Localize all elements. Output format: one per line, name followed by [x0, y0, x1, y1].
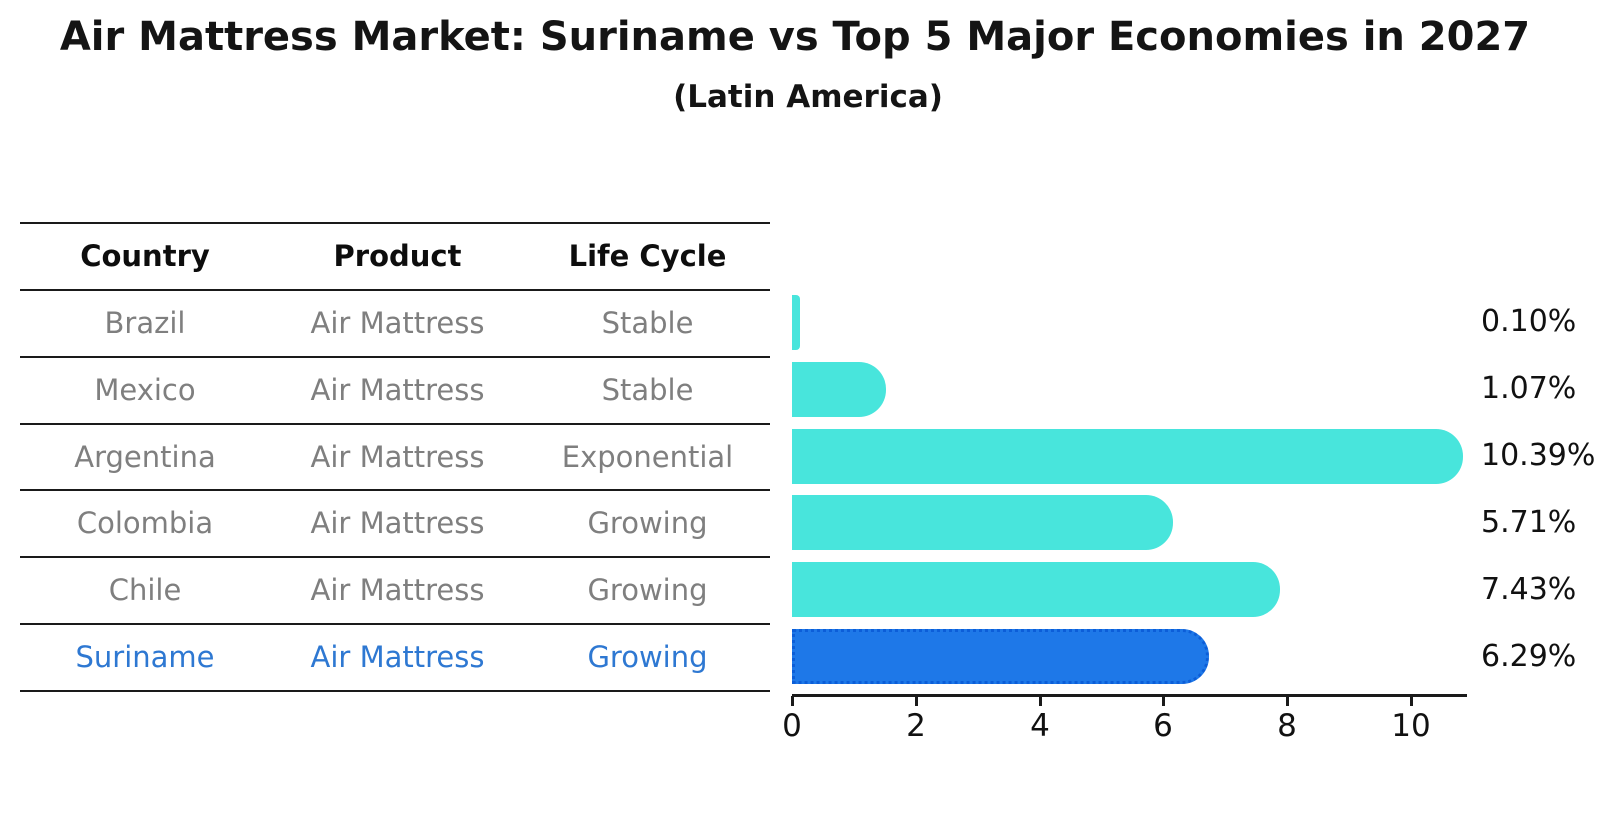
value-label: 7.43% — [1481, 572, 1577, 607]
table-rule — [20, 356, 770, 358]
table-rule — [20, 489, 770, 491]
x-axis-tick-label: 8 — [1277, 708, 1297, 744]
x-axis-tick-label: 6 — [1153, 708, 1173, 744]
table-cell-life-cycle: Exponential — [561, 439, 734, 474]
table-row: Chile Air Mattress Growing — [20, 556, 770, 623]
value-label: 1.07% — [1481, 371, 1577, 406]
table-row: Mexico Air Mattress Stable — [20, 356, 770, 423]
table-cell-country: Suriname — [75, 639, 215, 674]
bar-chile — [792, 562, 1280, 617]
table-cell-country: Chile — [108, 572, 182, 607]
value-label: 6.29% — [1481, 639, 1577, 674]
table-cell-life-cycle: Growing — [587, 639, 708, 674]
table-rule — [20, 222, 770, 224]
table-rule — [20, 556, 770, 558]
table-cell-product: Air Mattress — [310, 372, 485, 407]
bar-colombia — [792, 495, 1173, 550]
table-cell-product: Air Mattress — [310, 505, 485, 540]
table-cell-life-cycle: Growing — [587, 572, 708, 607]
table-header-cell: Life Cycle — [568, 238, 727, 273]
table-cell-life-cycle: Stable — [601, 372, 694, 407]
table-cell-country: Mexico — [94, 372, 196, 407]
table-header-cell: Country — [80, 238, 210, 273]
table-row: Argentina Air Mattress Exponential — [20, 423, 770, 490]
bar-mexico — [792, 362, 886, 417]
x-axis-tick-label: 2 — [906, 708, 926, 744]
table-rule — [20, 623, 770, 625]
table-row: Colombia Air Mattress Growing — [20, 489, 770, 556]
table-rule — [20, 690, 770, 692]
table-cell-country: Brazil — [104, 305, 186, 340]
x-axis-line — [792, 694, 1467, 697]
table-cell-product: Air Mattress — [310, 439, 485, 474]
x-axis-tick — [915, 696, 918, 706]
x-axis-tick-label: 0 — [782, 708, 802, 744]
chart-title: Air Mattress Market: Suriname vs Top 5 M… — [59, 14, 1531, 60]
x-axis-tick — [1039, 696, 1042, 706]
x-axis-tick — [1410, 696, 1413, 706]
table-cell-life-cycle: Growing — [587, 505, 708, 540]
x-axis-tick — [1162, 696, 1165, 706]
chart-subtitle: (Latin America) — [673, 79, 943, 115]
bar-suriname — [792, 629, 1209, 684]
table-header-row: Country Product Life Cycle — [20, 222, 770, 289]
x-axis-tick — [1286, 696, 1289, 706]
table-rule — [20, 423, 770, 425]
table-header-cell: Product — [333, 238, 462, 273]
value-label: 5.71% — [1481, 505, 1577, 540]
table-cell-life-cycle: Stable — [601, 305, 694, 340]
table-rule — [20, 289, 770, 291]
table-cell-country: Argentina — [74, 439, 216, 474]
table-cell-product: Air Mattress — [310, 639, 485, 674]
table-cell-country: Colombia — [76, 505, 214, 540]
x-axis-tick-label: 4 — [1030, 708, 1050, 744]
table-cell-product: Air Mattress — [310, 572, 485, 607]
x-axis-tick-label: 10 — [1391, 708, 1431, 744]
value-label: 10.39% — [1481, 438, 1596, 473]
table-row: Suriname Air Mattress Growing — [20, 623, 770, 690]
table-row: Brazil Air Mattress Stable — [20, 289, 770, 356]
bar-argentina — [792, 429, 1463, 484]
x-axis-tick — [791, 696, 794, 706]
bar-brazil — [792, 295, 800, 350]
table-cell-product: Air Mattress — [310, 305, 485, 340]
value-label: 0.10% — [1481, 304, 1577, 339]
